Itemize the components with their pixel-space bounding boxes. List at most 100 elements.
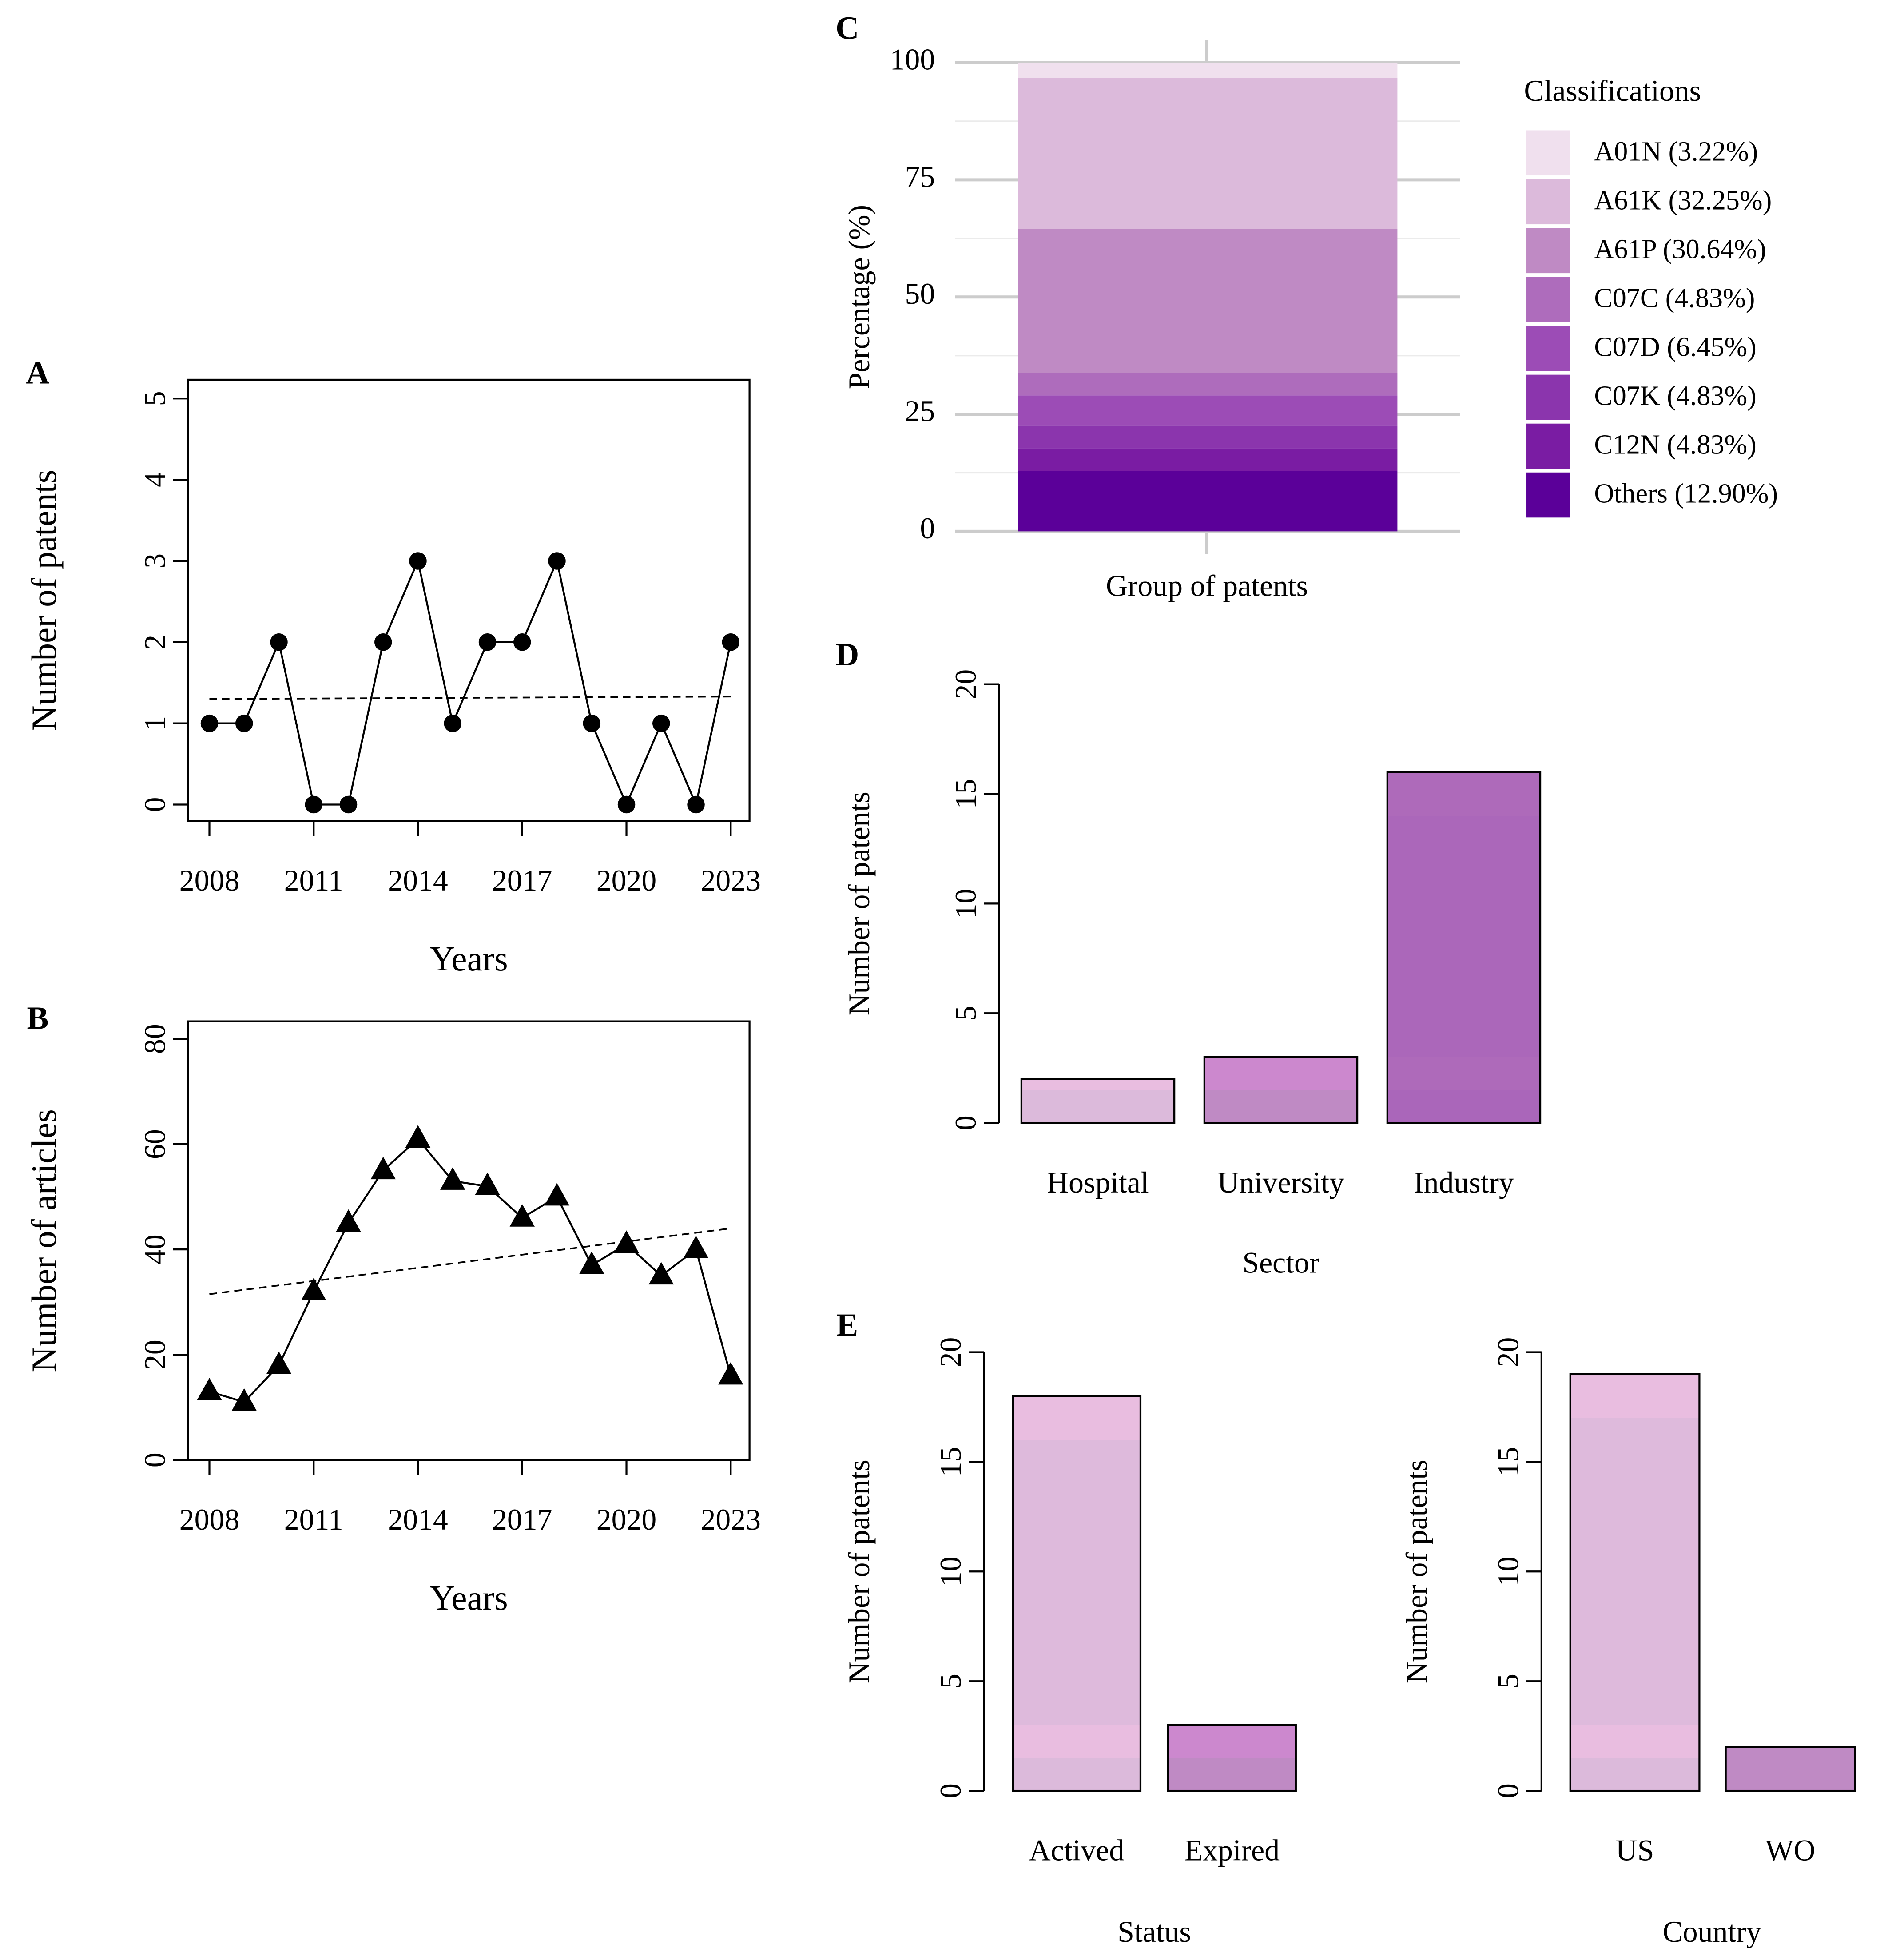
bar-segment-top xyxy=(1204,1057,1358,1090)
y-axis-title: Number of patents xyxy=(843,1459,876,1683)
panel-label: C xyxy=(835,10,859,46)
x-tick-label: 2020 xyxy=(596,1503,656,1536)
x-tick-label: 2011 xyxy=(284,864,343,897)
x-category-label: Industry xyxy=(1414,1166,1514,1199)
data-point xyxy=(235,714,253,732)
x-axis-title: Years xyxy=(429,940,508,978)
x-tick-label: 2017 xyxy=(492,864,552,897)
x-tick-label: 2023 xyxy=(701,864,761,897)
legend-swatch xyxy=(1526,472,1570,518)
legend-label: Others (12.90%) xyxy=(1594,479,1778,509)
y-tick-label: 20 xyxy=(1492,1337,1525,1368)
y-tick-label: 1 xyxy=(138,716,171,731)
data-point xyxy=(336,1209,361,1232)
x-category-label: US xyxy=(1616,1834,1654,1867)
data-line xyxy=(209,557,732,808)
bar xyxy=(1167,1724,1297,1792)
y-tick-label: 25 xyxy=(905,394,935,428)
data-point xyxy=(544,1183,570,1206)
legend-swatch xyxy=(1526,130,1570,176)
x-axis-title: Group of patents xyxy=(1106,569,1308,603)
x-tick-label: 2020 xyxy=(596,864,656,897)
bar xyxy=(1203,1056,1359,1124)
data-point xyxy=(409,552,427,570)
x-category-label: Actived xyxy=(1029,1834,1124,1867)
legend-label: C07K (4.83%) xyxy=(1594,381,1756,411)
legend-label: A01N (3.22%) xyxy=(1594,136,1758,167)
plot-frame xyxy=(187,1020,751,1461)
y-tick-label: 20 xyxy=(138,1340,171,1370)
bar xyxy=(1725,1746,1856,1792)
panel-label: A xyxy=(26,354,49,390)
legend-title: Classifications xyxy=(1524,74,1701,107)
y-axis-title: Number of articles xyxy=(25,1109,64,1372)
x-tick-label: 2008 xyxy=(179,864,239,897)
data-point xyxy=(305,795,323,814)
bar-segment-bottom xyxy=(1570,1758,1700,1791)
bar-segment-middle xyxy=(1570,1418,1700,1725)
y-tick-label: 5 xyxy=(934,1674,967,1689)
bar-segment-bottom xyxy=(1725,1758,1855,1791)
y-tick-label: 20 xyxy=(934,1337,967,1368)
y-tick-label: 75 xyxy=(905,160,935,193)
x-tick-label: 2014 xyxy=(388,1503,448,1536)
stacked-bar-segment xyxy=(1018,448,1398,471)
x-category-label: WO xyxy=(1765,1834,1816,1867)
y-tick-label: 5 xyxy=(1492,1674,1525,1689)
data-point xyxy=(200,714,219,732)
data-point xyxy=(270,633,288,651)
legend-label: A61P (30.64%) xyxy=(1594,234,1766,264)
x-tick-label: 2023 xyxy=(701,1503,761,1536)
stacked-bar-segment xyxy=(1018,373,1398,396)
data-point xyxy=(444,714,462,732)
data-point xyxy=(722,633,740,651)
panel-label: D xyxy=(835,636,859,672)
y-tick-label: 15 xyxy=(949,779,982,809)
bar-segment-top xyxy=(1725,1747,1855,1758)
data-point xyxy=(405,1125,431,1148)
bar-segment-middle xyxy=(1387,815,1541,1058)
y-tick-label: 2 xyxy=(138,635,171,650)
data-point xyxy=(614,1230,639,1253)
bar xyxy=(1569,1373,1701,1792)
x-axis-title: Country xyxy=(1663,1915,1761,1948)
data-point xyxy=(648,1262,674,1285)
data-point xyxy=(579,1251,604,1274)
x-tick-label: 2014 xyxy=(388,864,448,897)
data-point xyxy=(548,552,566,570)
bar-segment-bottom xyxy=(1387,1090,1541,1123)
y-axis-title: Number of patents xyxy=(843,791,876,1015)
x-axis-title: Status xyxy=(1117,1915,1191,1948)
y-tick-label: 100 xyxy=(890,43,935,76)
stacked-bar-segment xyxy=(1018,425,1398,449)
y-tick-label: 40 xyxy=(138,1234,171,1264)
bar-segment-bottom xyxy=(1168,1758,1296,1791)
panel-label: B xyxy=(27,1000,48,1036)
bar-segment-bottom xyxy=(1013,1758,1141,1791)
y-tick-label: 15 xyxy=(934,1447,967,1477)
x-category-label: University xyxy=(1217,1166,1344,1199)
stacked-bar-segment xyxy=(1018,229,1398,373)
stacked-bar-segment xyxy=(1018,471,1398,532)
stacked-bar-segment xyxy=(1018,63,1398,78)
bar-segment-middle xyxy=(1013,1440,1141,1725)
x-axis-title: Years xyxy=(429,1579,508,1618)
y-tick-label: 50 xyxy=(905,277,935,310)
legend-swatch xyxy=(1526,277,1570,322)
bar xyxy=(1012,1395,1142,1792)
bar-segment-bottom xyxy=(1204,1090,1358,1123)
data-point xyxy=(339,795,358,814)
y-tick-label: 60 xyxy=(138,1129,171,1159)
y-tick-label: 0 xyxy=(949,1115,982,1130)
bar xyxy=(1386,771,1542,1124)
stacked-bar-segment xyxy=(1018,78,1398,229)
y-axis-title: Percentage (%) xyxy=(843,205,876,389)
data-point xyxy=(683,1236,709,1258)
data-point xyxy=(617,795,636,814)
y-tick-label: 10 xyxy=(1492,1556,1525,1586)
legend-swatch xyxy=(1526,179,1570,225)
y-tick-label: 80 xyxy=(138,1024,171,1054)
y-tick-label: 10 xyxy=(934,1556,967,1586)
data-point xyxy=(231,1388,257,1411)
